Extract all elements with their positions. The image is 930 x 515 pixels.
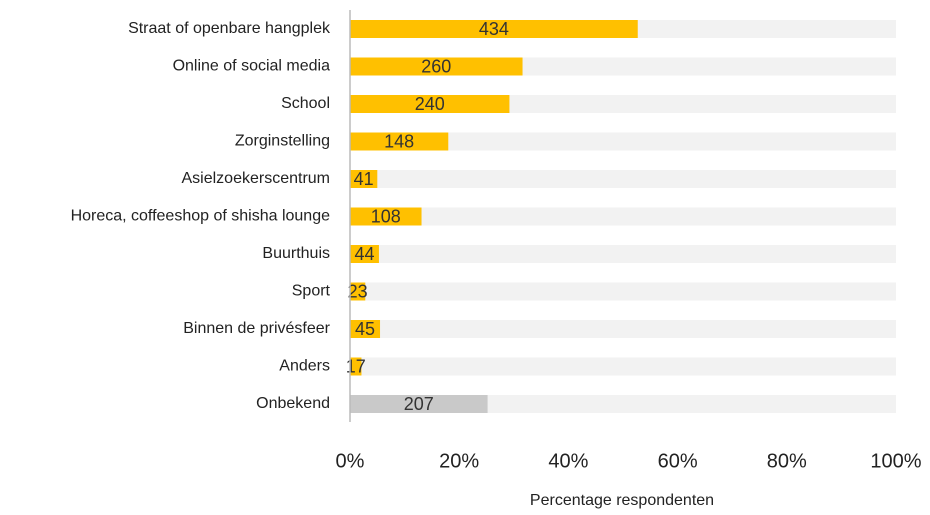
bar bbox=[350, 245, 379, 263]
category-label: Online of social media bbox=[173, 58, 331, 75]
x-tick-label: 100% bbox=[870, 450, 921, 472]
category-label: Zorginstelling bbox=[235, 133, 330, 150]
bar bbox=[350, 207, 422, 226]
bar-track bbox=[350, 132, 896, 151]
count-label: 41 bbox=[354, 169, 374, 189]
x-tick-label: 40% bbox=[548, 450, 588, 472]
bar bbox=[350, 57, 523, 76]
count-label: 17 bbox=[346, 356, 366, 376]
bar bbox=[350, 95, 510, 113]
category-label: Straat of openbare hangplek bbox=[128, 20, 331, 37]
bar-track bbox=[350, 320, 896, 338]
count-label: 23 bbox=[348, 281, 368, 301]
category-label: School bbox=[281, 95, 330, 112]
bar-track bbox=[350, 282, 896, 301]
x-axis-label: Percentage respondenten bbox=[530, 492, 714, 509]
category-label: Onbekend bbox=[256, 395, 330, 412]
bar bbox=[350, 132, 449, 151]
x-tick-label: 0% bbox=[336, 450, 365, 472]
category-label: Asielzoekerscentrum bbox=[182, 170, 331, 187]
category-label: Buurthuis bbox=[262, 245, 330, 262]
bar bbox=[350, 320, 381, 338]
count-label: 148 bbox=[384, 131, 414, 151]
bar-track bbox=[350, 245, 896, 263]
bar bbox=[350, 20, 638, 38]
category-label: Horeca, coffeeshop of shisha lounge bbox=[71, 208, 331, 225]
x-tick-label: 20% bbox=[439, 450, 479, 472]
category-label: Anders bbox=[279, 358, 330, 375]
count-label: 434 bbox=[479, 19, 509, 39]
bar bbox=[350, 170, 378, 188]
bar-track bbox=[350, 170, 896, 188]
bar-track bbox=[350, 357, 896, 376]
count-label: 44 bbox=[354, 244, 374, 264]
bar bbox=[350, 395, 488, 413]
count-label: 260 bbox=[421, 56, 451, 76]
count-label: 240 bbox=[415, 94, 445, 114]
count-label: 45 bbox=[355, 319, 375, 339]
x-tick-label: 60% bbox=[658, 450, 698, 472]
count-label: 207 bbox=[404, 394, 434, 414]
category-label: Sport bbox=[292, 283, 331, 300]
bar-track bbox=[350, 207, 896, 226]
bar bbox=[350, 282, 366, 301]
x-tick-label: 80% bbox=[767, 450, 807, 472]
bar bbox=[350, 357, 362, 376]
category-label: Binnen de privésfeer bbox=[183, 320, 330, 337]
count-label: 108 bbox=[371, 206, 401, 226]
